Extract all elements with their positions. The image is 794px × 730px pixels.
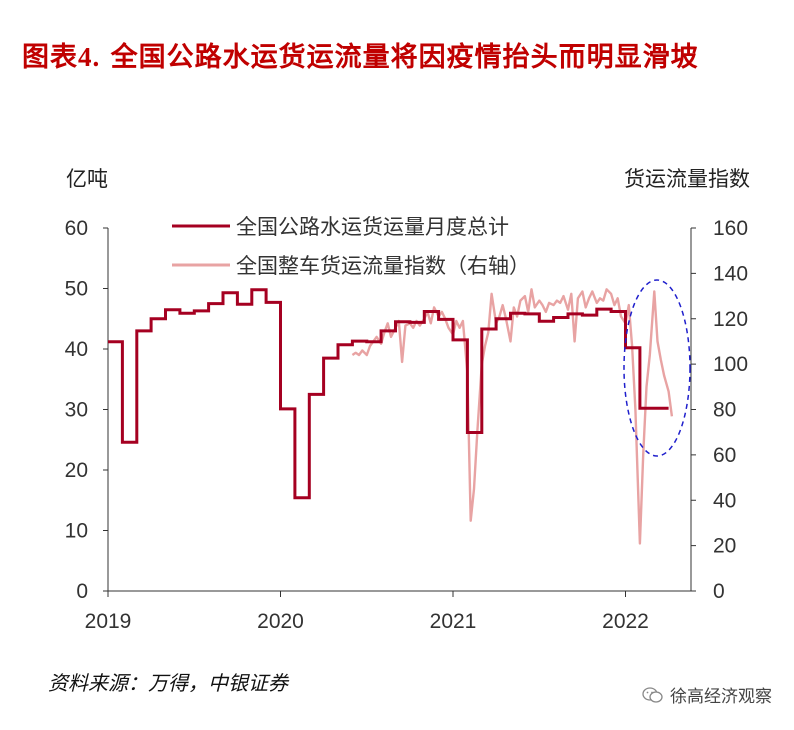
right-tick-label: 80 <box>713 399 736 422</box>
title-text: 全国公路水运货运流量将因疫情抬头而明显滑坡 <box>110 42 699 73</box>
left-tick-label: 40 <box>65 338 88 361</box>
wechat-icon <box>642 686 663 703</box>
left-tick-label: 30 <box>65 399 88 422</box>
watermark: 徐高经济观察 <box>642 682 772 707</box>
right-tick-label: 120 <box>713 308 748 331</box>
left-tick-label: 0 <box>76 580 88 603</box>
x-tick-label: 2021 <box>430 610 477 633</box>
right-tick-label: 100 <box>713 353 748 376</box>
right-tick-label: 160 <box>713 217 748 240</box>
legend-label-freight-volume: 全国公路水运货运量月度总计 <box>236 215 509 239</box>
left-tick-label: 50 <box>65 278 88 301</box>
x-tick-label: 2022 <box>602 610 649 633</box>
right-tick-label: 20 <box>713 535 736 558</box>
left-tick-label: 60 <box>65 217 88 240</box>
left-tick-label: 20 <box>65 459 88 482</box>
highlight-ellipse <box>623 279 691 457</box>
title-prefix: 图表 <box>22 42 78 73</box>
source-note: 资料来源：万得，中银证券 <box>48 671 288 695</box>
x-tick-label: 2019 <box>85 610 132 633</box>
watermark-text: 徐高经济观察 <box>670 687 772 707</box>
legend-label-truck-index: 全国整车货运流量指数（右轴） <box>236 254 530 278</box>
right-tick-label: 0 <box>713 580 725 603</box>
x-tick-label: 2020 <box>257 610 304 633</box>
series-line-truck-index <box>351 288 674 545</box>
right-axis-unit: 货运流量指数 <box>624 167 750 191</box>
series-line-freight-volume <box>108 288 669 500</box>
right-tick-label: 140 <box>713 262 748 285</box>
right-tick-label: 40 <box>713 489 736 512</box>
chart-title: 图表4. 全国公路水运货运流量将因疫情抬头而明显滑坡 <box>22 34 782 81</box>
right-tick-label: 60 <box>713 444 736 467</box>
title-number: 4. <box>78 42 101 72</box>
left-axis-unit: 亿吨 <box>66 167 108 191</box>
left-tick-label: 10 <box>65 520 88 543</box>
